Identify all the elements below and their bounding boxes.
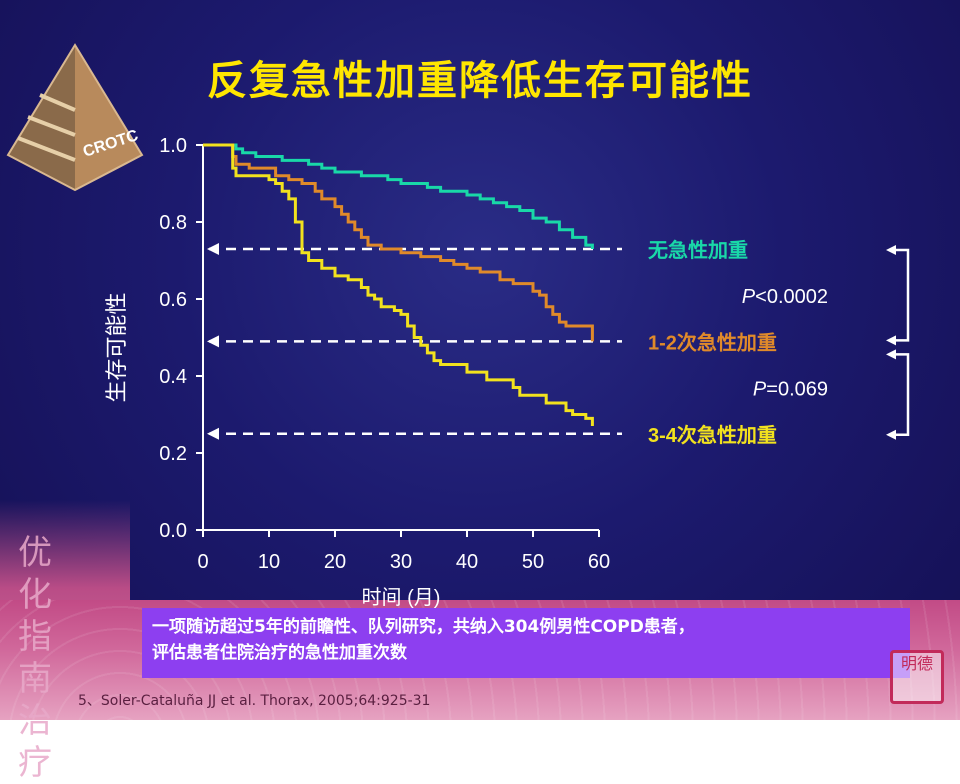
- reference-lines: [207, 242, 622, 440]
- x-tick-label: 10: [258, 551, 280, 573]
- y-tick-label: 0.4: [159, 366, 187, 388]
- seal-stamp: 明德: [890, 650, 944, 704]
- y-tick-label: 0.8: [159, 212, 187, 234]
- y-tick-label: 0.2: [159, 443, 187, 465]
- series-line-3: [203, 143, 594, 427]
- x-tick-label: 0: [197, 551, 208, 573]
- slide-title: 反复急性加重降低生存可能性: [207, 58, 753, 104]
- reference-arrowhead: [207, 427, 219, 440]
- bracket-1: [890, 248, 910, 342]
- reference-arrowhead: [207, 335, 219, 348]
- crotc-logo: CROTC: [6, 43, 144, 192]
- p-value-text: <0.0002: [755, 286, 828, 308]
- series-label-1: 无急性加重: [648, 238, 748, 262]
- callout-line-1: 一项随访超过5年的前瞻性、队列研究，共纳入304例男性COPD患者，: [152, 617, 695, 637]
- y-tick-label: 1.0: [159, 135, 187, 157]
- series-label-2: 1-2次急性加重: [648, 330, 777, 354]
- bracket-arrow-bottom: [886, 429, 896, 440]
- x-tick-label: 30: [390, 551, 412, 573]
- survival-chart: 0.0 0.2 0.4 0.6 0.8 1.0 0 10 20 30 40 50 60 时间 (月) 生存可…: [104, 135, 910, 609]
- bracket-arrow-top: [886, 244, 896, 255]
- p-symbol: P: [753, 379, 767, 401]
- x-tick-label: 60: [588, 551, 610, 573]
- x-axis-label: 时间 (月): [362, 586, 441, 609]
- p-value-annotation: P=0.069: [753, 379, 828, 401]
- calligraphy-decoration: 优化指南治疗: [18, 532, 78, 784]
- series-label-3: 3-4次急性加重: [648, 423, 777, 447]
- reference-arrowhead: [207, 242, 219, 255]
- bracket-2: [890, 353, 910, 436]
- y-tick-label: 0.0: [159, 520, 187, 542]
- chart-axes: 0.0 0.2 0.4 0.6 0.8 1.0 0 10 20 30 40 50 60 时间 (月) 生存可…: [104, 135, 610, 609]
- y-tick-label: 0.6: [159, 289, 187, 311]
- series-line-1: [203, 143, 594, 249]
- p-symbol: P: [742, 286, 756, 308]
- bracket-arrow-top: [886, 349, 896, 360]
- x-tick-label: 40: [456, 551, 478, 573]
- comparison-brackets: [886, 244, 910, 440]
- bracket-arrow-bottom: [886, 335, 896, 346]
- reference-citation: 5、Soler-Cataluña JJ et al. Thorax, 2005;…: [78, 693, 431, 709]
- calligraphy-text: 优化指南治疗: [18, 533, 52, 783]
- p-value-text: =0.069: [766, 379, 828, 401]
- callout-line-2: 评估患者住院治疗的急性加重次数: [152, 643, 407, 663]
- y-axis-label: 生存可能性: [104, 292, 129, 402]
- x-tick-label: 50: [522, 551, 544, 573]
- x-tick-label: 20: [324, 551, 346, 573]
- series-group: [203, 143, 594, 427]
- study-callout: 一项随访超过5年的前瞻性、队列研究，共纳入304例男性COPD患者， 评估患者住…: [142, 608, 910, 678]
- p-value-annotation: P<0.0002: [742, 286, 828, 308]
- seal-text: 明德: [900, 654, 933, 673]
- series-line-2: [203, 143, 594, 342]
